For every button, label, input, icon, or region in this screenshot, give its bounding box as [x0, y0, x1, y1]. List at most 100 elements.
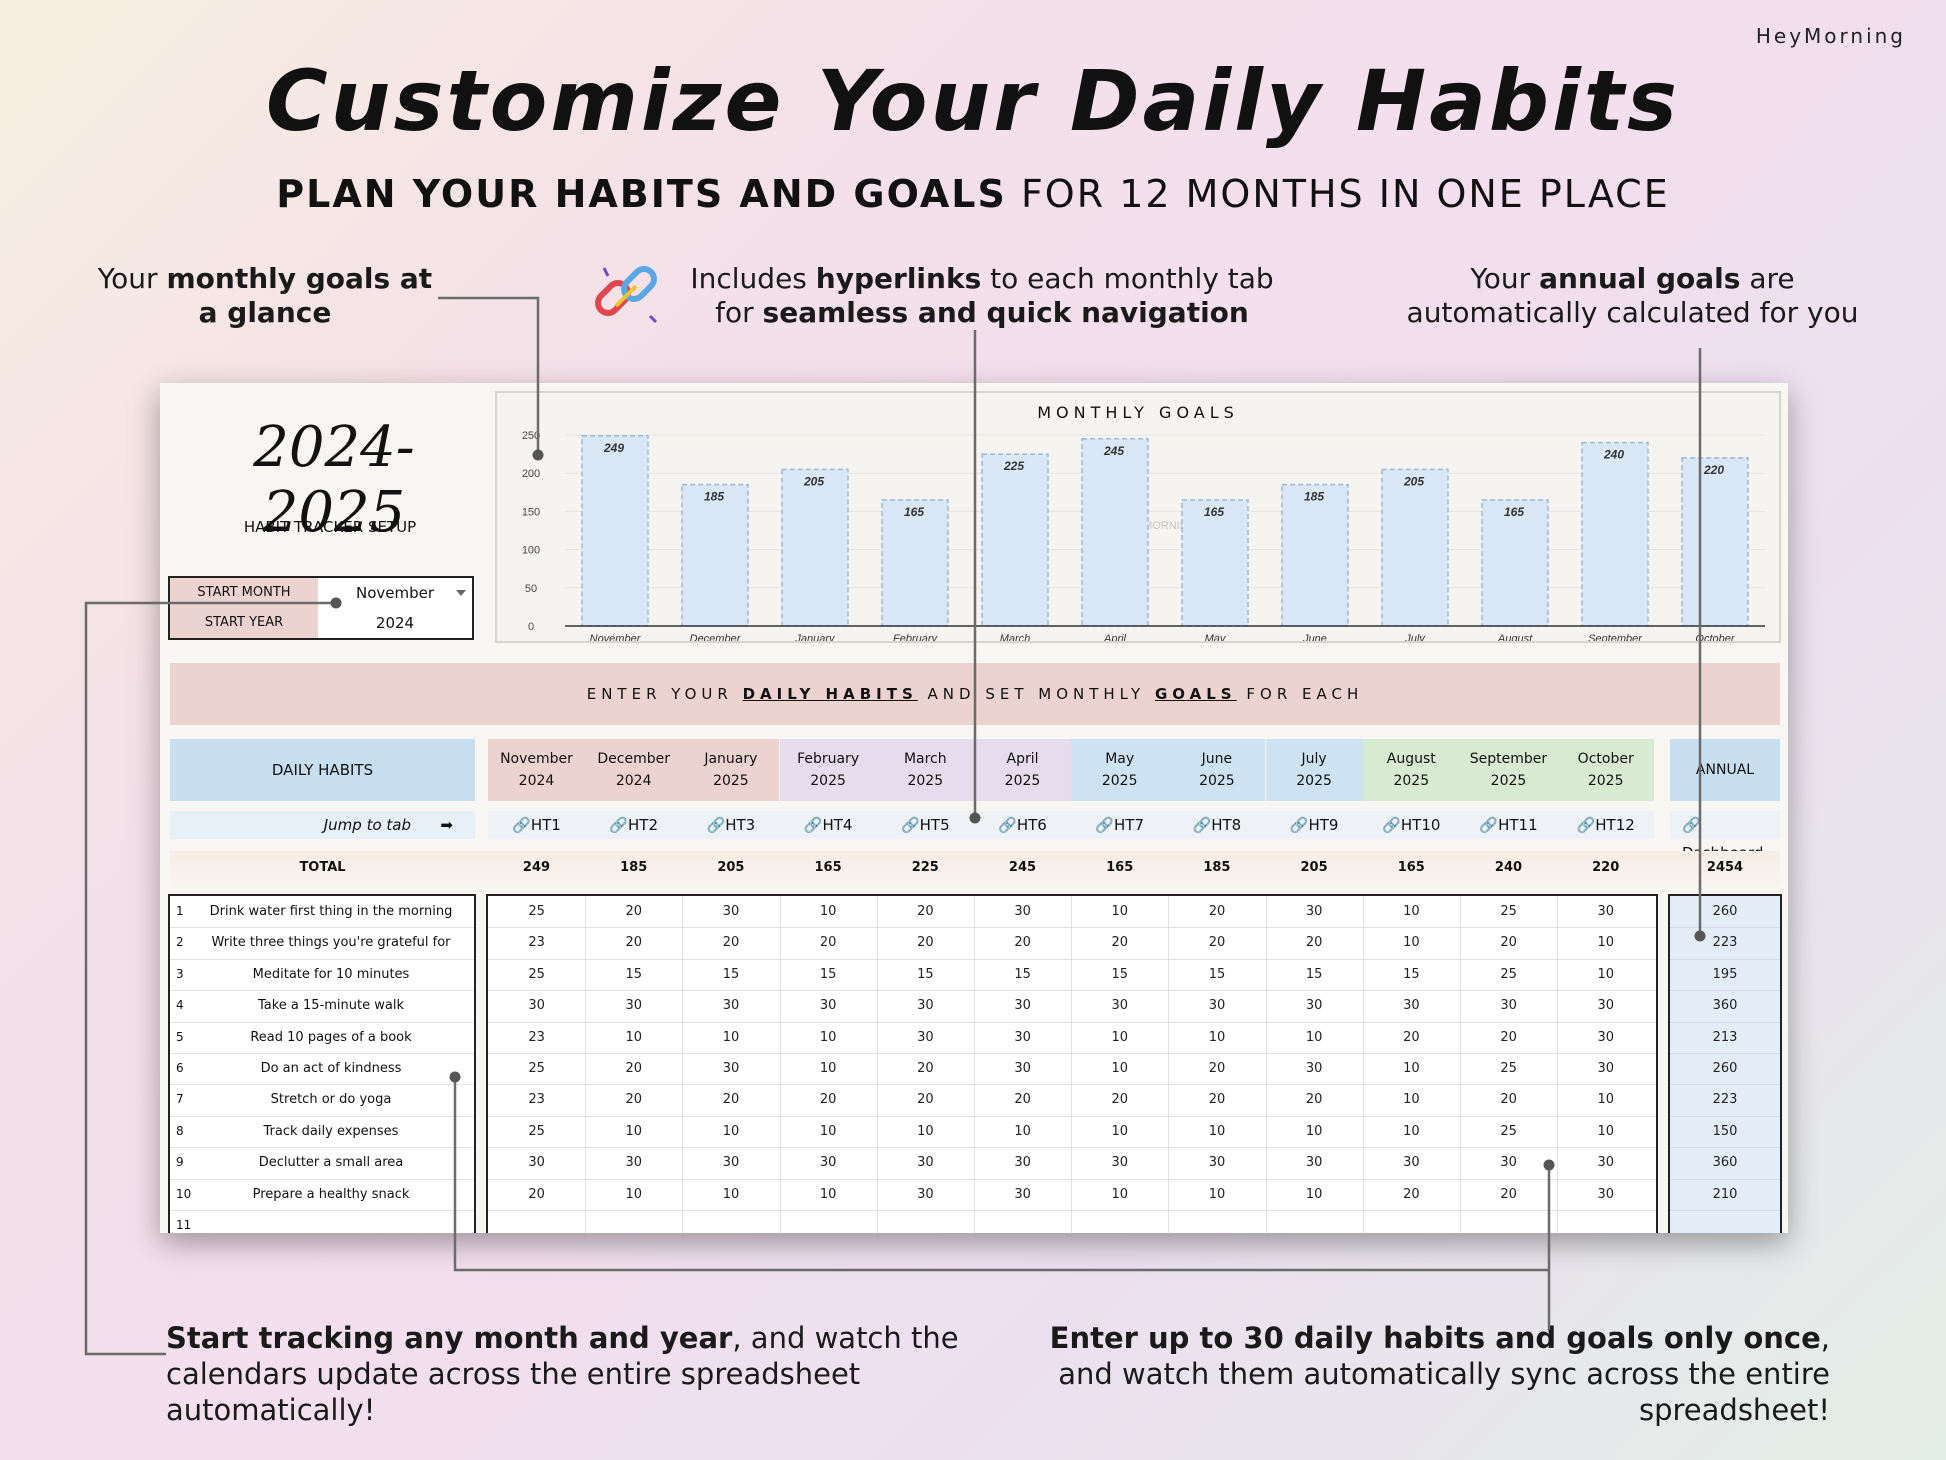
tab-link-ht7[interactable]: 🔗HT7 [1071, 811, 1168, 839]
habit-name-cell[interactable]: Read 10 pages of a book [250, 1029, 412, 1045]
goal-cell[interactable]: 23 [528, 1092, 545, 1108]
goal-cell[interactable]: 10 [819, 1186, 837, 1202]
goal-cell[interactable]: 20 [1014, 935, 1031, 951]
goal-cell[interactable]: 20 [625, 935, 643, 951]
goal-cell[interactable]: 23 [528, 935, 545, 951]
goal-cell[interactable]: 10 [1597, 966, 1615, 982]
goal-cell[interactable]: 30 [1597, 904, 1615, 919]
habit-name-cell[interactable]: Meditate for 10 minutes [252, 966, 410, 982]
goal-cell[interactable]: 20 [1403, 1029, 1420, 1045]
goal-cell[interactable]: 10 [917, 1123, 934, 1139]
goal-cell[interactable]: 15 [1208, 966, 1226, 982]
goal-cell[interactable]: 30 [1597, 998, 1615, 1014]
goal-cell[interactable]: 10 [1597, 1092, 1615, 1108]
goal-cell[interactable]: 30 [1305, 998, 1323, 1014]
goal-cell[interactable]: 30 [1014, 904, 1031, 919]
goal-cell[interactable]: 30 [1403, 998, 1420, 1014]
goal-cell[interactable]: 20 [625, 904, 643, 919]
goal-cell[interactable]: 10 [1403, 1061, 1420, 1076]
tab-link-ht4[interactable]: 🔗HT4 [780, 811, 877, 839]
goal-cell[interactable]: 10 [1111, 1186, 1129, 1202]
goal-cell[interactable]: 30 [722, 1061, 740, 1076]
goal-cell[interactable]: 30 [1014, 1061, 1031, 1076]
tab-link-ht3[interactable]: 🔗HT3 [682, 811, 779, 839]
goal-cell[interactable]: 30 [917, 1029, 934, 1045]
goal-cell[interactable]: 15 [917, 966, 934, 982]
goal-cell[interactable]: 30 [1597, 1186, 1615, 1202]
goal-cell[interactable]: 30 [1208, 998, 1226, 1014]
habit-name-cell[interactable]: Declutter a small area [258, 1155, 404, 1171]
goal-cell[interactable]: 30 [1597, 1029, 1615, 1045]
goal-cell[interactable]: 10 [1597, 1123, 1615, 1139]
goal-cell[interactable]: 30 [1111, 1155, 1129, 1171]
goal-cell[interactable]: 20 [1208, 1092, 1226, 1108]
tab-link-ht11[interactable]: 🔗HT11 [1460, 811, 1557, 839]
goal-cell[interactable]: 30 [819, 998, 837, 1014]
goal-cell[interactable]: 10 [819, 1029, 837, 1045]
goal-cell[interactable]: 30 [1014, 1155, 1031, 1171]
goal-cell[interactable]: 20 [1500, 1029, 1517, 1045]
goal-cell[interactable]: 10 [1208, 1186, 1226, 1202]
goal-cell[interactable]: 20 [1208, 1061, 1226, 1076]
goal-cell[interactable]: 20 [1111, 1092, 1129, 1108]
goal-cell[interactable]: 25 [528, 1061, 545, 1076]
goal-cell[interactable]: 30 [917, 1155, 934, 1171]
goal-cell[interactable]: 30 [722, 1155, 740, 1171]
habit-name-cell[interactable]: Do an act of kindness [260, 1061, 402, 1076]
goal-cell[interactable]: 10 [1403, 904, 1420, 919]
goal-cell[interactable]: 10 [1111, 904, 1129, 919]
goal-cell[interactable]: 20 [1500, 935, 1517, 951]
start-month-select[interactable]: November [318, 578, 472, 608]
goal-cell[interactable]: 30 [917, 1186, 934, 1202]
goal-cell[interactable]: 15 [1014, 966, 1031, 982]
goal-cell[interactable]: 30 [917, 998, 934, 1014]
goal-cell[interactable]: 10 [1014, 1123, 1031, 1139]
goal-cell[interactable]: 10 [722, 1029, 740, 1045]
goal-cell[interactable]: 10 [1208, 1123, 1226, 1139]
goal-cell[interactable]: 10 [1403, 1123, 1420, 1139]
goal-cell[interactable]: 30 [528, 998, 545, 1014]
goal-cell[interactable]: 20 [1014, 1092, 1031, 1108]
goal-cell[interactable]: 15 [1403, 966, 1420, 982]
goal-cell[interactable]: 25 [1500, 1061, 1517, 1076]
goal-cell[interactable]: 10 [1403, 935, 1420, 951]
goal-cell[interactable]: 20 [625, 1061, 643, 1076]
goal-cell[interactable]: 20 [917, 904, 934, 919]
tab-link-ht5[interactable]: 🔗HT5 [877, 811, 974, 839]
dropdown-arrow-icon[interactable] [456, 590, 466, 596]
habit-name-cell[interactable]: Take a 15-minute walk [257, 998, 404, 1014]
goal-cell[interactable]: 15 [819, 966, 837, 982]
goal-cell[interactable]: 23 [528, 1029, 545, 1045]
goal-cell[interactable]: 30 [722, 904, 740, 919]
goal-cell[interactable]: 20 [1500, 1186, 1517, 1202]
goal-cell[interactable]: 10 [1111, 1029, 1129, 1045]
habit-name-cell[interactable]: Stretch or do yoga [270, 1092, 392, 1108]
goal-cell[interactable]: 10 [1208, 1029, 1226, 1045]
tab-link-ht8[interactable]: 🔗HT8 [1168, 811, 1265, 839]
tab-link-ht12[interactable]: 🔗HT12 [1557, 811, 1654, 839]
goal-cell[interactable]: 30 [1500, 1155, 1517, 1171]
goal-cell[interactable]: 30 [625, 998, 643, 1014]
tab-link-ht10[interactable]: 🔗HT10 [1363, 811, 1460, 839]
start-year-input[interactable]: 2024 [318, 608, 472, 638]
tab-link-ht1[interactable]: 🔗HT1 [488, 811, 585, 839]
tab-link-ht6[interactable]: 🔗HT6 [974, 811, 1071, 839]
goal-cell[interactable]: 20 [1500, 1092, 1517, 1108]
goal-cell[interactable]: 15 [722, 966, 740, 982]
goal-cell[interactable]: 10 [1305, 1186, 1323, 1202]
goal-cell[interactable]: 10 [625, 1123, 643, 1139]
goal-cell[interactable]: 20 [819, 935, 837, 951]
goal-cell[interactable]: 30 [1014, 1029, 1031, 1045]
goal-cell[interactable]: 20 [819, 1092, 837, 1108]
goal-cell[interactable]: 30 [1208, 1155, 1226, 1171]
goal-cell[interactable]: 10 [1111, 1061, 1129, 1076]
goal-cell[interactable]: 20 [917, 935, 934, 951]
habit-name-cell[interactable]: Write three things you're grateful for [211, 935, 451, 951]
goal-cell[interactable]: 20 [1208, 904, 1226, 919]
goal-cell[interactable]: 25 [528, 904, 545, 919]
goal-cell[interactable]: 30 [1305, 1061, 1323, 1076]
goal-cell[interactable]: 25 [1500, 904, 1517, 919]
goal-cell[interactable]: 20 [625, 1092, 643, 1108]
tab-link-ht2[interactable]: 🔗HT2 [585, 811, 682, 839]
goal-cell[interactable]: 30 [528, 1155, 545, 1171]
